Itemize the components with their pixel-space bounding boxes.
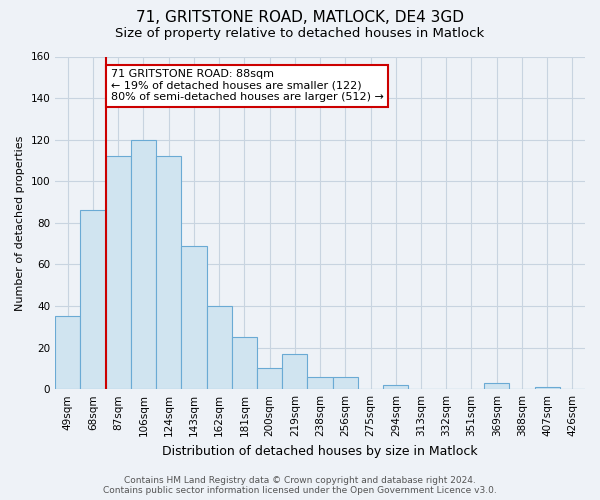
Text: Contains HM Land Registry data © Crown copyright and database right 2024.
Contai: Contains HM Land Registry data © Crown c… (103, 476, 497, 495)
Bar (257, 368, 282, 389)
Bar (55, 316, 80, 389)
Bar (131, 140, 156, 389)
Text: 71, GRITSTONE ROAD, MATLOCK, DE4 3GD: 71, GRITSTONE ROAD, MATLOCK, DE4 3GD (136, 10, 464, 25)
Bar (383, 385, 409, 389)
Y-axis label: Number of detached properties: Number of detached properties (15, 135, 25, 310)
X-axis label: Distribution of detached houses by size in Matlock: Distribution of detached houses by size … (162, 444, 478, 458)
Text: Size of property relative to detached houses in Matlock: Size of property relative to detached ho… (115, 28, 485, 40)
Bar (80, 210, 106, 389)
Bar (206, 306, 232, 389)
Bar (106, 156, 131, 389)
Bar (484, 383, 509, 389)
Text: 71 GRITSTONE ROAD: 88sqm
← 19% of detached houses are smaller (122)
80% of semi-: 71 GRITSTONE ROAD: 88sqm ← 19% of detach… (110, 69, 383, 102)
Bar (232, 337, 257, 389)
Bar (181, 246, 206, 389)
Bar (332, 376, 358, 389)
Bar (156, 156, 181, 389)
Bar (307, 376, 332, 389)
Bar (535, 387, 560, 389)
Bar (282, 354, 307, 389)
